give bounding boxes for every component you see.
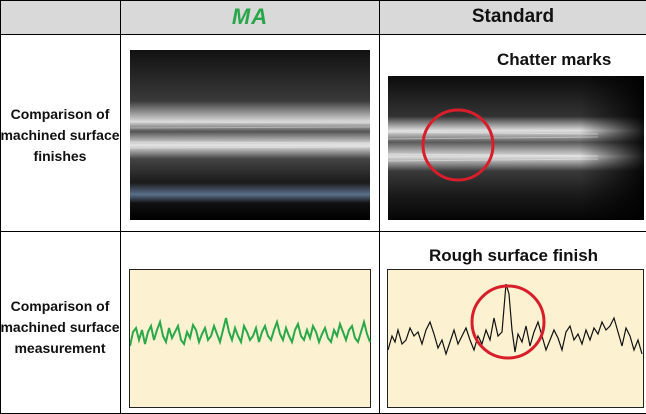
- column-header-standard: Standard: [471, 6, 555, 27]
- grid-line: [0, 0, 1, 414]
- ma-measurement-trace: [130, 317, 371, 347]
- standard-measurement-trace: [388, 283, 643, 357]
- ma-measurement-graph: [129, 269, 371, 408]
- annotation-chatter-marks: Chatter marks: [497, 50, 612, 69]
- row-label-surface-finishes: Comparison of machined surface finishes: [0, 105, 120, 164]
- annotation-rough-surface: Rough surface finish: [429, 246, 599, 265]
- grid-line: [0, 34, 646, 35]
- standard-measurement-graph: [387, 269, 644, 408]
- grid-line: [0, 0, 646, 1]
- standard-surface-photo: [388, 76, 644, 220]
- column-header-ma: MA: [231, 4, 269, 29]
- row-label-surface-measurement: Comparison of machined surface measureme…: [0, 297, 120, 356]
- grid-line: [0, 231, 646, 232]
- header-row: [0, 0, 646, 34]
- grid-line: [379, 0, 380, 414]
- ma-surface-photo: [130, 50, 370, 220]
- highlight-circle-rough: [470, 284, 546, 360]
- highlight-circle-chatter: [421, 108, 495, 182]
- grid-line: [120, 0, 121, 414]
